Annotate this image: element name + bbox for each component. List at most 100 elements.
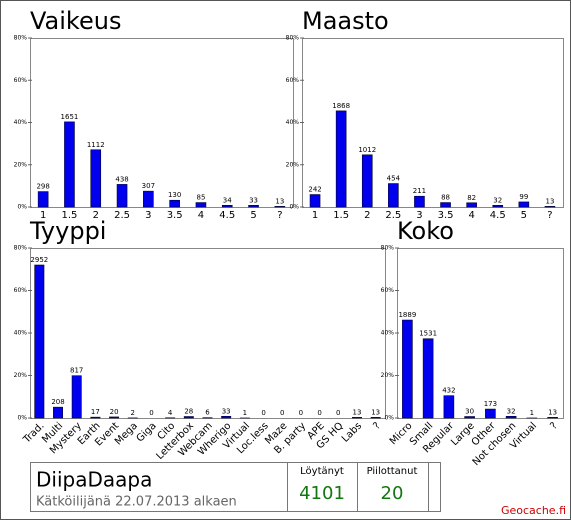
chart-title: Tyyppi	[29, 217, 106, 245]
bar	[361, 154, 373, 208]
bar	[143, 190, 154, 208]
count-label: 432	[442, 387, 455, 395]
x-tick-label: 2	[364, 210, 370, 221]
y-tick-label: 80%	[381, 245, 395, 252]
count-label: 13	[545, 197, 554, 205]
y-tick-label: 20%	[286, 161, 300, 168]
chart-title: Koko	[397, 217, 454, 245]
count-label: 1651	[61, 113, 79, 121]
bar	[352, 417, 362, 419]
bar	[309, 194, 321, 208]
count-label: 0	[280, 409, 284, 417]
y-tick-label: 80%	[286, 35, 300, 42]
bar	[221, 415, 232, 419]
count-label: 2952	[30, 256, 48, 264]
y-tick-label: 20%	[381, 372, 395, 379]
bar	[116, 184, 128, 208]
count-label: 17	[91, 408, 100, 416]
y-tick-label: 20%	[14, 161, 28, 168]
bar	[183, 416, 194, 419]
count-label: 211	[413, 187, 426, 195]
bar	[547, 417, 558, 419]
count-label: 0	[299, 409, 303, 417]
x-tick-label: 4	[468, 210, 474, 221]
found-label: Löytänyt	[300, 466, 344, 477]
x-tick-label: 1.5	[61, 210, 77, 221]
x-tick-label: ?	[371, 420, 383, 432]
user-name: DiipaDaapa	[36, 468, 152, 492]
y-tick-label: 20%	[14, 372, 28, 379]
x-tick-label: 1	[40, 210, 46, 221]
count-label: 0	[261, 409, 265, 417]
count-label: 33	[249, 196, 258, 204]
y-tick-label: 0%	[17, 204, 27, 211]
count-label: 0	[336, 409, 340, 417]
y-tick-label: 0%	[384, 415, 394, 422]
count-label: 33	[222, 407, 231, 415]
bar	[53, 406, 63, 419]
bar	[34, 264, 45, 419]
count-label: 817	[70, 367, 83, 375]
bar	[422, 338, 434, 419]
bar	[195, 202, 207, 208]
count-label: 2	[131, 409, 135, 417]
count-label: 88	[441, 194, 450, 202]
x-tick-label: 3.5	[167, 210, 183, 221]
bar	[335, 110, 347, 208]
x-tick-label: 4.5	[490, 210, 506, 221]
chart-title: Vaikeus	[30, 7, 121, 35]
x-tick-label: 5	[521, 210, 527, 221]
x-tick-label: 3	[145, 210, 151, 221]
y-tick-label: 60%	[286, 77, 300, 84]
x-tick-label: 1.5	[333, 210, 349, 221]
count-label: 4	[168, 409, 173, 417]
count-label: 13	[371, 408, 380, 416]
hidden-label: Piilottanut	[367, 466, 418, 477]
bar	[466, 202, 477, 208]
y-tick-label: 60%	[381, 287, 395, 294]
bar	[440, 202, 451, 208]
bar	[464, 416, 475, 419]
bar	[274, 206, 286, 208]
x-tick-label: 2.5	[114, 210, 130, 221]
count-label: 173	[484, 400, 497, 408]
count-label: 28	[184, 408, 193, 416]
count-label: 99	[519, 193, 528, 201]
site-name: Geocache.fi	[501, 504, 566, 517]
bar	[402, 319, 413, 419]
bar	[544, 206, 556, 208]
bar	[90, 149, 102, 208]
x-tick-label: 4.5	[219, 210, 235, 221]
count-label: 307	[142, 182, 155, 190]
plot-area	[30, 248, 386, 419]
bar	[485, 408, 496, 419]
count-label: 1531	[419, 330, 437, 338]
bar	[414, 195, 425, 208]
bar	[443, 395, 455, 419]
x-tick-label: 2	[93, 210, 99, 221]
found-value: 4101	[299, 483, 345, 504]
count-label: 30	[465, 408, 474, 416]
x-tick-label: ?	[277, 210, 282, 221]
y-tick-label: 0%	[17, 415, 27, 422]
bar	[109, 416, 120, 419]
bar	[505, 415, 517, 419]
count-label: 1012	[358, 146, 376, 154]
user-since: Kätköilijänä 22.07.2013 alkaen	[36, 495, 237, 510]
count-label: 208	[51, 398, 64, 406]
count-label: 82	[467, 194, 476, 202]
footer-box	[30, 462, 441, 512]
bar	[71, 375, 82, 419]
bar	[64, 121, 75, 208]
bar	[492, 205, 504, 208]
count-label: 1	[243, 409, 247, 417]
hidden-value: 20	[381, 483, 404, 504]
y-tick-label: 40%	[14, 119, 28, 126]
y-tick-label: 40%	[286, 119, 300, 126]
count-label: 32	[507, 407, 516, 415]
x-tick-label: 3	[416, 210, 422, 221]
count-label: 6	[205, 409, 210, 417]
y-tick-label: 0%	[289, 204, 299, 211]
bar	[248, 205, 259, 208]
